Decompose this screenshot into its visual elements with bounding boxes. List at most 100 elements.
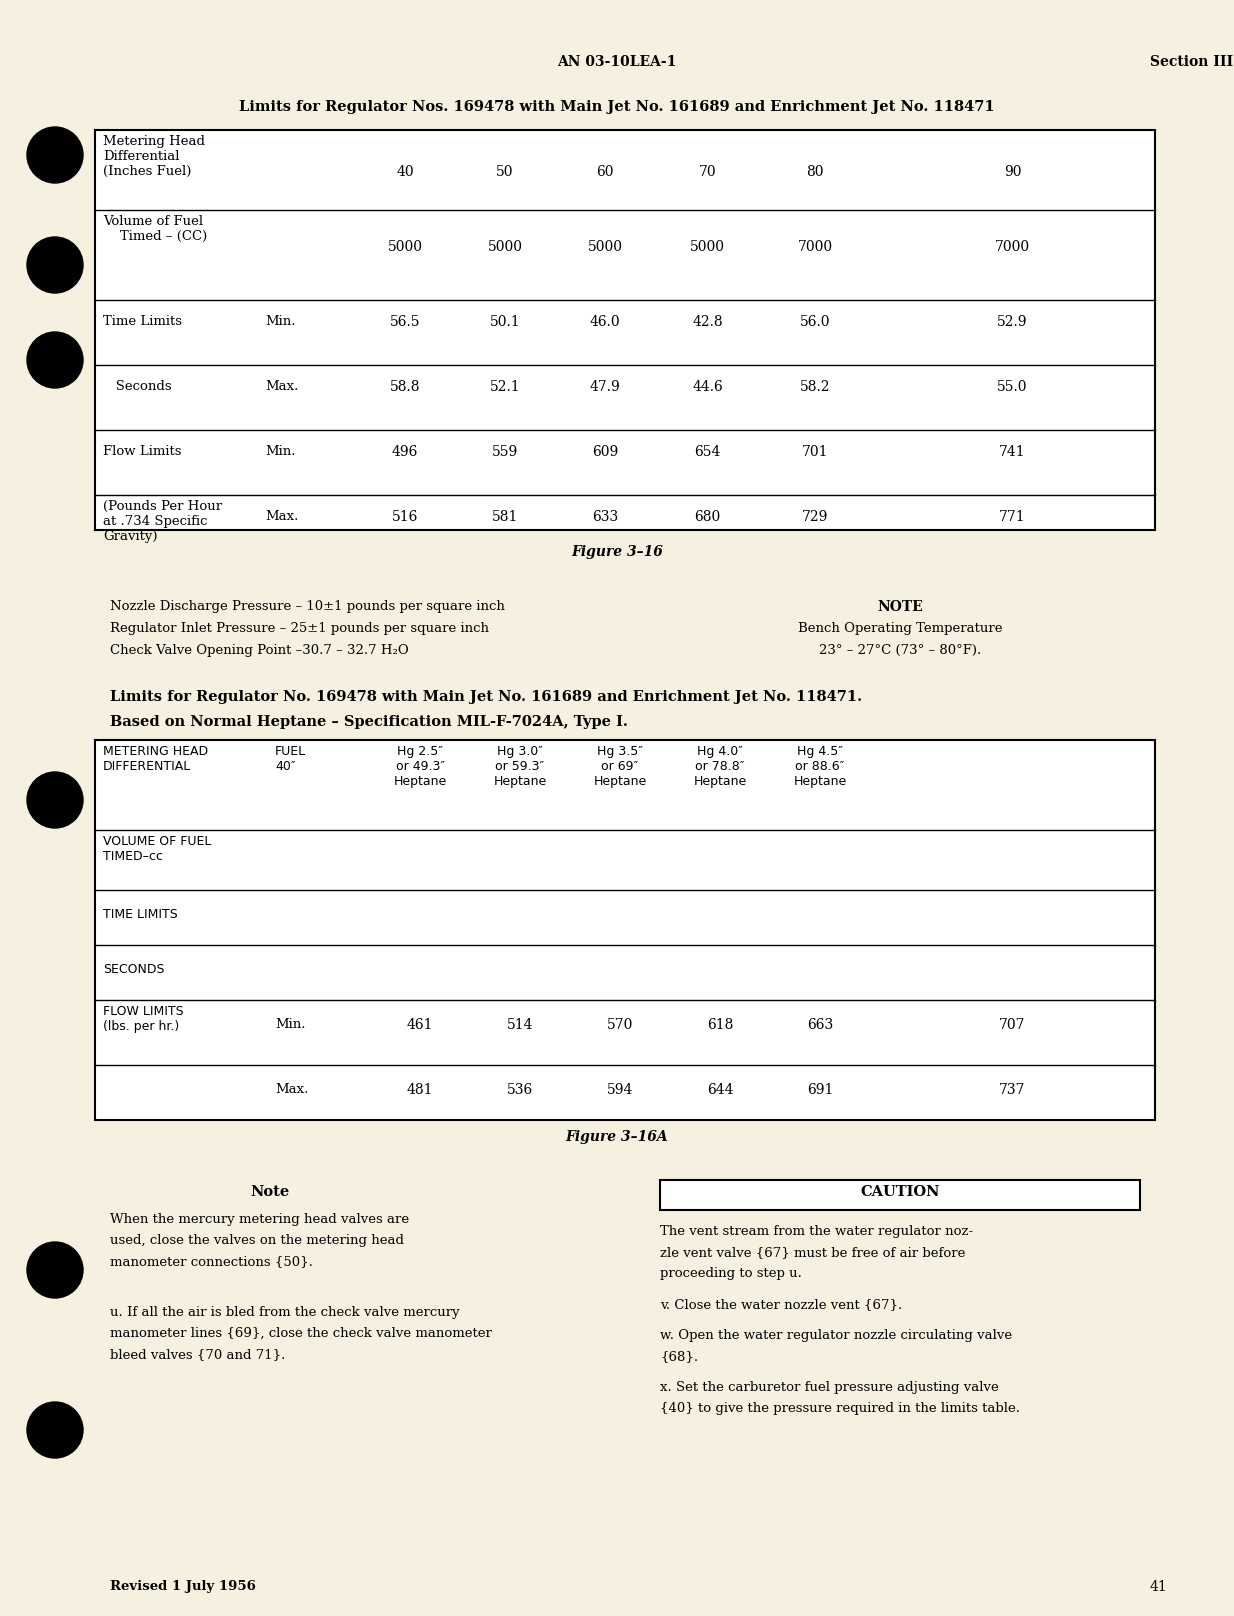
Text: Nozzle Discharge Pressure – 10±1 pounds per square inch: Nozzle Discharge Pressure – 10±1 pounds … — [110, 600, 505, 612]
Text: 609: 609 — [592, 444, 618, 459]
Text: 52.1: 52.1 — [490, 380, 521, 394]
Circle shape — [27, 1243, 83, 1298]
Text: 50: 50 — [496, 165, 513, 179]
Text: Figure 3–16A: Figure 3–16A — [565, 1130, 669, 1144]
Text: Hg 3.5″
or 69″
Heptane: Hg 3.5″ or 69″ Heptane — [594, 745, 647, 789]
Text: 40: 40 — [396, 165, 413, 179]
Text: 581: 581 — [492, 511, 518, 524]
Text: Flow Limits: Flow Limits — [102, 444, 181, 457]
Text: 90: 90 — [1003, 165, 1022, 179]
Text: Min.: Min. — [265, 315, 295, 328]
Text: 47.9: 47.9 — [590, 380, 621, 394]
Circle shape — [27, 128, 83, 183]
Text: Hg 4.0″
or 78.8″
Heptane: Hg 4.0″ or 78.8″ Heptane — [694, 745, 747, 789]
Text: 56.0: 56.0 — [800, 315, 830, 330]
Text: 58.8: 58.8 — [390, 380, 421, 394]
Text: 707: 707 — [1000, 1018, 1025, 1033]
Text: 5000: 5000 — [690, 241, 726, 254]
Text: 5000: 5000 — [487, 241, 522, 254]
Text: 46.0: 46.0 — [590, 315, 621, 330]
Text: FLOW LIMITS
(lbs. per hr.): FLOW LIMITS (lbs. per hr.) — [102, 1005, 184, 1033]
Text: Based on Normal Heptane – Specification MIL-F-7024A, Type I.: Based on Normal Heptane – Specification … — [110, 714, 628, 729]
Text: manometer connections {50}.: manometer connections {50}. — [110, 1256, 313, 1269]
FancyBboxPatch shape — [95, 129, 1155, 530]
Text: 58.2: 58.2 — [800, 380, 830, 394]
Text: Check Valve Opening Point –30.7 – 32.7 H₂O: Check Valve Opening Point –30.7 – 32.7 H… — [110, 645, 408, 658]
Text: The vent stream from the water regulator noz-: The vent stream from the water regulator… — [660, 1225, 974, 1238]
Text: Min.: Min. — [275, 1018, 306, 1031]
Text: AN 03-10LEA-1: AN 03-10LEA-1 — [558, 55, 676, 69]
Text: 559: 559 — [492, 444, 518, 459]
Text: Volume of Fuel
    Timed – (CC): Volume of Fuel Timed – (CC) — [102, 215, 207, 242]
Text: 23° – 27°C (73° – 80°F).: 23° – 27°C (73° – 80°F). — [819, 645, 981, 658]
Text: 633: 633 — [592, 511, 618, 524]
Circle shape — [27, 331, 83, 388]
Text: 7000: 7000 — [995, 241, 1030, 254]
Text: 50.1: 50.1 — [490, 315, 521, 330]
Text: Seconds: Seconds — [102, 380, 172, 393]
Text: 729: 729 — [802, 511, 828, 524]
Text: 41: 41 — [1150, 1580, 1167, 1593]
Text: {40} to give the pressure required in the limits table.: {40} to give the pressure required in th… — [660, 1403, 1021, 1416]
Text: Hg 2.5″
or 49.3″
Heptane: Hg 2.5″ or 49.3″ Heptane — [394, 745, 447, 789]
Text: 5000: 5000 — [587, 241, 622, 254]
Text: bleed valves {70 and 71}.: bleed valves {70 and 71}. — [110, 1348, 285, 1361]
Text: 514: 514 — [507, 1018, 533, 1033]
Text: Limits for Regulator No. 169478 with Main Jet No. 161689 and Enrichment Jet No. : Limits for Regulator No. 169478 with Mai… — [110, 690, 863, 705]
FancyBboxPatch shape — [660, 1180, 1140, 1210]
Text: 618: 618 — [707, 1018, 733, 1033]
Text: used, close the valves on the metering head: used, close the valves on the metering h… — [110, 1235, 404, 1248]
Text: SECONDS: SECONDS — [102, 963, 164, 976]
Text: Metering Head
Differential
(Inches Fuel): Metering Head Differential (Inches Fuel) — [102, 136, 205, 178]
Text: Time Limits: Time Limits — [102, 315, 181, 328]
Text: When the mercury metering head valves are: When the mercury metering head valves ar… — [110, 1214, 410, 1227]
Text: FUEL
40″: FUEL 40″ — [275, 745, 306, 772]
Text: proceeding to step u.: proceeding to step u. — [660, 1267, 802, 1280]
Text: Min.: Min. — [265, 444, 295, 457]
Text: w. Open the water regulator nozzle circulating valve: w. Open the water regulator nozzle circu… — [660, 1328, 1012, 1341]
Circle shape — [27, 1403, 83, 1458]
FancyBboxPatch shape — [95, 740, 1155, 1120]
Text: (Pounds Per Hour
at .734 Specific
Gravity): (Pounds Per Hour at .734 Specific Gravit… — [102, 499, 222, 543]
Text: Hg 4.5″
or 88.6″
Heptane: Hg 4.5″ or 88.6″ Heptane — [793, 745, 847, 789]
Text: METERING HEAD
DIFFERENTIAL: METERING HEAD DIFFERENTIAL — [102, 745, 209, 772]
Text: 56.5: 56.5 — [390, 315, 421, 330]
Text: Max.: Max. — [265, 380, 299, 393]
Text: Max.: Max. — [265, 511, 299, 524]
Text: 44.6: 44.6 — [692, 380, 723, 394]
Text: 741: 741 — [1000, 444, 1025, 459]
Text: Section III: Section III — [1150, 55, 1233, 69]
Text: 461: 461 — [407, 1018, 433, 1033]
Text: 52.9: 52.9 — [997, 315, 1028, 330]
Text: 701: 701 — [802, 444, 828, 459]
Text: 663: 663 — [807, 1018, 833, 1033]
Text: 644: 644 — [707, 1083, 733, 1097]
Text: Figure 3–16: Figure 3–16 — [571, 545, 663, 559]
Text: TIME LIMITS: TIME LIMITS — [102, 908, 178, 921]
Circle shape — [27, 238, 83, 292]
Text: 496: 496 — [392, 444, 418, 459]
Text: Regulator Inlet Pressure – 25±1 pounds per square inch: Regulator Inlet Pressure – 25±1 pounds p… — [110, 622, 489, 635]
Text: 481: 481 — [407, 1083, 433, 1097]
Text: NOTE: NOTE — [877, 600, 923, 614]
Text: {68}.: {68}. — [660, 1349, 698, 1362]
Text: zle vent valve {67} must be free of air before: zle vent valve {67} must be free of air … — [660, 1246, 965, 1259]
Text: 691: 691 — [807, 1083, 833, 1097]
Text: u. If all the air is bled from the check valve mercury: u. If all the air is bled from the check… — [110, 1306, 459, 1319]
Text: 80: 80 — [806, 165, 824, 179]
Text: Note: Note — [251, 1185, 290, 1199]
Text: Hg 3.0″
or 59.3″
Heptane: Hg 3.0″ or 59.3″ Heptane — [494, 745, 547, 789]
Text: 42.8: 42.8 — [692, 315, 723, 330]
Text: Max.: Max. — [275, 1083, 308, 1096]
Text: Bench Operating Temperature: Bench Operating Temperature — [797, 622, 1002, 635]
Text: Limits for Regulator Nos. 169478 with Main Jet No. 161689 and Enrichment Jet No.: Limits for Regulator Nos. 169478 with Ma… — [239, 100, 995, 115]
Text: 654: 654 — [695, 444, 721, 459]
Text: 60: 60 — [596, 165, 613, 179]
Text: 536: 536 — [507, 1083, 533, 1097]
Text: v. Close the water nozzle vent {67}.: v. Close the water nozzle vent {67}. — [660, 1298, 902, 1311]
Text: 70: 70 — [698, 165, 716, 179]
Text: 680: 680 — [695, 511, 721, 524]
Text: 5000: 5000 — [387, 241, 422, 254]
Text: Revised 1 July 1956: Revised 1 July 1956 — [110, 1580, 255, 1593]
Text: 7000: 7000 — [797, 241, 833, 254]
